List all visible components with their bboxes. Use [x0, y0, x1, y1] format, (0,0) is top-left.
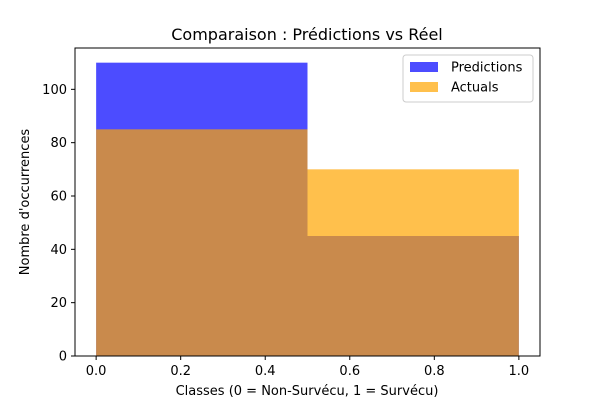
bar-actuals-1	[307, 169, 519, 356]
x-tick-label: 0.6	[339, 364, 360, 379]
y-axis-label: Nombre d'occurrences	[18, 129, 33, 276]
y-tick-label: 100	[42, 83, 67, 98]
legend-label-actuals: Actuals	[451, 81, 499, 96]
x-tick-label: 0.4	[255, 364, 276, 379]
y-tick-label: 0	[59, 350, 67, 365]
x-axis: 0.0 0.2 0.4 0.6 0.8 1.0	[86, 356, 529, 379]
x-axis-label: Classes (0 = Non-Survécu, 1 = Survécu)	[176, 384, 439, 399]
y-tick-label: 80	[50, 136, 67, 151]
x-tick-label: 0.2	[170, 364, 191, 379]
y-tick-label: 20	[50, 296, 67, 311]
y-tick-label: 40	[50, 243, 67, 258]
plot-frame	[74, 47, 541, 357]
y-tick-label: 60	[50, 190, 67, 205]
legend-label-predictions: Predictions	[451, 61, 523, 76]
bars-layer	[96, 62, 519, 357]
x-tick-label: 1.0	[509, 364, 530, 379]
legend-swatch-predictions	[410, 62, 438, 72]
y-axis: 0 20 40 60 80 100	[42, 83, 75, 365]
bar-actuals-0	[96, 129, 308, 356]
x-tick-label: 0.0	[86, 364, 107, 379]
legend: Predictions Actuals	[402, 54, 534, 103]
x-tick-label: 0.8	[424, 364, 445, 379]
legend-swatch-actuals	[410, 82, 438, 92]
chart-title: Comparaison : Prédictions vs Réel	[171, 25, 443, 44]
